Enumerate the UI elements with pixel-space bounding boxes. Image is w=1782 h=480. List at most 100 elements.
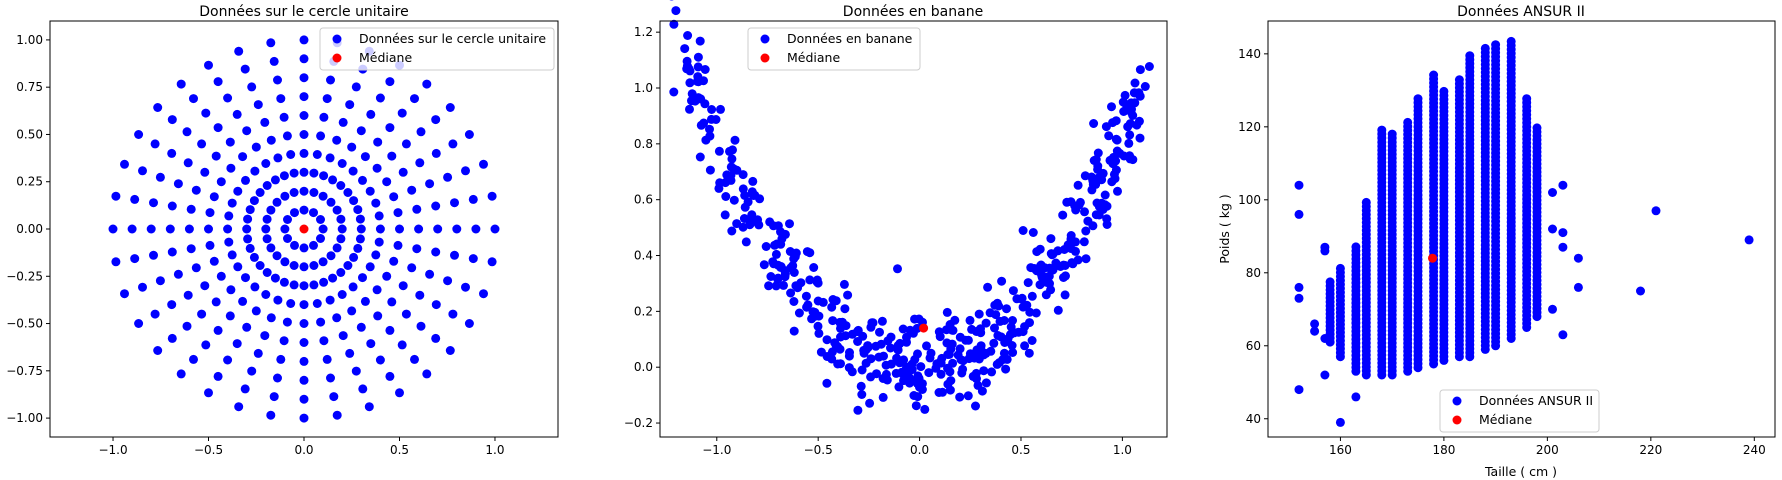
data-point bbox=[260, 331, 270, 341]
data-point bbox=[1573, 282, 1583, 292]
data-point bbox=[707, 105, 717, 114]
x-tick-label: −0.5 bbox=[804, 443, 833, 457]
y-tick-label: 0.00 bbox=[16, 222, 43, 236]
data-point bbox=[224, 211, 234, 221]
data-point bbox=[261, 159, 271, 168]
data-point bbox=[857, 390, 867, 399]
data-point bbox=[992, 298, 1002, 308]
data-point bbox=[238, 296, 248, 306]
data-point bbox=[738, 184, 748, 194]
data-point bbox=[785, 219, 794, 229]
data-point bbox=[241, 273, 250, 283]
median-point bbox=[1428, 253, 1437, 263]
data-point bbox=[902, 332, 911, 342]
data-point bbox=[211, 151, 221, 161]
data-point bbox=[255, 188, 265, 197]
data-point bbox=[920, 404, 930, 414]
data-point bbox=[338, 331, 348, 341]
data-point bbox=[183, 158, 193, 168]
data-point bbox=[915, 382, 924, 392]
data-point bbox=[204, 60, 213, 70]
data-point bbox=[1558, 228, 1568, 238]
data-point bbox=[1144, 62, 1154, 71]
x-tick-label: 240 bbox=[1743, 443, 1766, 457]
data-point bbox=[316, 234, 325, 243]
data-point bbox=[827, 354, 837, 364]
data-point bbox=[1059, 273, 1068, 282]
data-point bbox=[167, 115, 177, 125]
data-point bbox=[319, 112, 329, 122]
data-point bbox=[789, 326, 799, 336]
data-point bbox=[943, 379, 953, 389]
data-point bbox=[431, 300, 441, 310]
data-point bbox=[387, 297, 397, 307]
data-point bbox=[1007, 341, 1017, 350]
data-point bbox=[374, 237, 384, 247]
y-tick-label: 80 bbox=[1246, 266, 1261, 280]
data-point bbox=[387, 151, 397, 161]
data-point bbox=[445, 346, 455, 355]
data-point bbox=[360, 152, 370, 162]
data-point bbox=[828, 316, 838, 326]
data-point bbox=[153, 103, 163, 112]
data-point bbox=[299, 167, 309, 177]
data-point bbox=[431, 115, 441, 125]
data-point bbox=[1744, 235, 1754, 245]
data-point bbox=[738, 222, 748, 232]
data-point bbox=[740, 202, 750, 212]
data-point bbox=[120, 289, 129, 299]
data-point bbox=[270, 175, 280, 185]
data-point bbox=[924, 368, 934, 378]
data-point bbox=[1028, 228, 1038, 237]
data-point bbox=[186, 204, 196, 214]
data-point bbox=[957, 368, 967, 378]
data-point bbox=[280, 257, 290, 267]
data-point bbox=[1104, 131, 1114, 141]
data-point bbox=[788, 261, 798, 271]
data-point bbox=[415, 158, 425, 168]
data-point bbox=[1058, 210, 1068, 220]
data-point bbox=[1070, 201, 1080, 211]
data-point bbox=[1320, 370, 1330, 380]
data-point bbox=[412, 204, 422, 214]
data-point bbox=[176, 369, 186, 379]
data-point bbox=[1548, 304, 1557, 314]
data-point bbox=[299, 243, 309, 253]
data-point bbox=[973, 380, 983, 390]
data-point bbox=[912, 323, 922, 333]
data-point bbox=[372, 163, 382, 173]
data-point bbox=[309, 280, 319, 290]
chart-panel-banana: Données en banane −1.0 −0.5 0.0 0.5 1.0 −0.2 0… bbox=[624, 0, 1168, 457]
data-point bbox=[810, 307, 820, 317]
legend-label-data: Données en banane bbox=[787, 31, 913, 46]
data-point bbox=[261, 224, 271, 234]
data-point bbox=[273, 153, 283, 163]
y-tick-label: 0.4 bbox=[634, 249, 653, 263]
data-point bbox=[981, 318, 991, 328]
data-point bbox=[328, 175, 338, 185]
data-point bbox=[1107, 102, 1116, 112]
data-point bbox=[365, 186, 375, 196]
data-point bbox=[299, 73, 309, 83]
data-point bbox=[1046, 285, 1056, 295]
data-point bbox=[886, 359, 896, 369]
legend: Données sur le cercle unitaire Médiane bbox=[319, 27, 555, 71]
data-point bbox=[186, 244, 196, 254]
data-point bbox=[487, 191, 497, 201]
data-point bbox=[414, 224, 424, 234]
data-point bbox=[233, 186, 243, 196]
legend-box bbox=[1439, 389, 1600, 433]
data-point bbox=[393, 240, 403, 250]
data-point bbox=[789, 268, 799, 277]
data-point bbox=[309, 168, 319, 178]
data-point bbox=[448, 309, 458, 319]
data-point bbox=[325, 153, 335, 163]
data-point bbox=[720, 178, 730, 188]
data-point bbox=[111, 257, 121, 267]
data-point bbox=[200, 281, 210, 291]
data-point bbox=[326, 373, 335, 383]
data-point bbox=[878, 392, 888, 402]
legend: Données ANSUR II Médiane bbox=[1439, 389, 1600, 433]
data-point bbox=[1035, 244, 1045, 254]
data-point bbox=[1081, 226, 1091, 236]
